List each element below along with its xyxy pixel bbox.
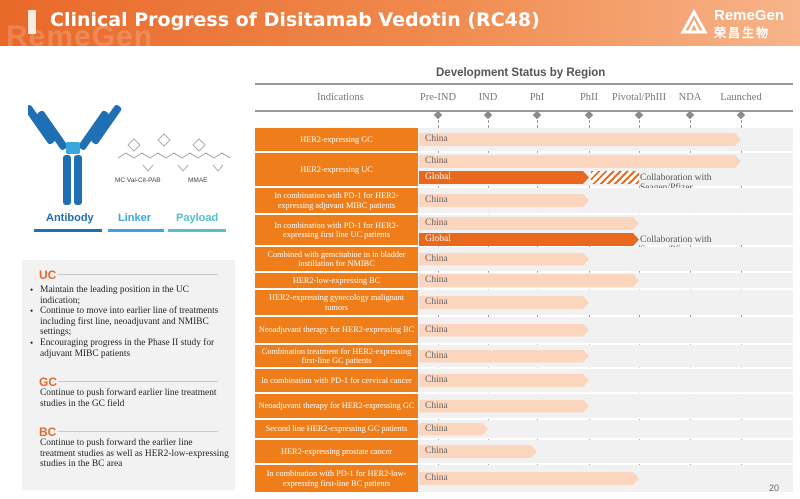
bar-region-label: China — [425, 400, 448, 411]
progress-bar-china: China — [419, 324, 589, 337]
progress-bar-china: China — [419, 472, 639, 485]
indication-cell: Neoadjuvant therapy for HER2-expressing … — [255, 317, 418, 343]
chart-title: Development Status by Region — [436, 67, 606, 79]
remegen-logo-icon — [680, 8, 708, 34]
uc-bullet: Continue to move into earlier line of tr… — [30, 306, 230, 338]
gc-section-title: GC — [39, 375, 57, 389]
progress-bar-china: China — [419, 194, 589, 207]
bar-region-label: China — [425, 253, 448, 264]
progress-bar-china: China — [419, 350, 589, 363]
bar-region-label: Global — [425, 172, 451, 182]
uc-bullet-list: Maintain the leading position in the UC … — [30, 285, 230, 359]
antibody-underline — [34, 229, 102, 232]
stage-tick-marker — [685, 110, 695, 120]
linker-label: Linker — [118, 212, 152, 224]
bar-region-label: China — [425, 218, 448, 228]
chart-header-bottom-rule — [255, 110, 793, 112]
bar-region-label: China — [425, 134, 448, 144]
bar-region-label: China — [425, 423, 448, 434]
indication-cell: HER2-expressing prostate cancer — [255, 440, 418, 463]
progress-bar-china: China — [419, 155, 741, 168]
indication-cell: HER2-expressing UC — [255, 153, 418, 186]
stage-header: NDA — [678, 92, 702, 103]
indication-cell: HER2-low-expressing BC — [255, 273, 418, 288]
bar-region-label: China — [425, 375, 448, 385]
chem-label-mmae: MMAE — [188, 177, 208, 184]
indication-cell: Combined with gemcitabine in in bladder … — [255, 247, 418, 271]
antibody-icon — [28, 105, 122, 205]
bar-region-label: China — [425, 446, 448, 456]
adc-structure-figure: MC Val-Cit-PAB MMAE — [28, 105, 231, 205]
stage-header: PhII — [579, 92, 599, 103]
slide-title: Clinical Progress of Disitamab Vedotin (… — [50, 9, 540, 31]
payload-label: Payload — [176, 212, 219, 224]
progress-bar-china: China — [419, 423, 488, 436]
antibody-label: Antibody — [46, 212, 94, 224]
chart-header-top-rule — [255, 83, 793, 85]
indication-cell: HER2-expressing gynecology malignant tum… — [255, 290, 418, 315]
bc-section-rule — [58, 431, 218, 432]
progress-bar-china: China — [419, 133, 741, 146]
slide-header: RemeGen Clinical Progress of Disitamab V… — [0, 0, 800, 46]
stage-header: Launched — [720, 92, 762, 103]
progress-bar-global: Global — [419, 233, 639, 246]
bc-section-text: Continue to push forward the earlier lin… — [40, 438, 229, 470]
stage-tick-marker — [584, 110, 594, 120]
stage-tick-marker — [736, 110, 746, 120]
bar-region-label: Global — [425, 234, 451, 244]
progress-bar-china: China — [419, 374, 589, 387]
stage-header: Pre-IND — [419, 92, 457, 103]
stage-tick-marker — [532, 110, 542, 120]
progress-bar-china: China — [419, 217, 639, 230]
payload-underline — [168, 229, 226, 232]
progress-bar-china: China — [419, 400, 589, 413]
uc-section-title: UC — [39, 268, 57, 282]
progress-bar-china: China — [419, 253, 589, 266]
bar-region-label: China — [425, 324, 448, 335]
uc-section-rule — [58, 274, 218, 275]
linker-underline — [108, 229, 164, 232]
stage-header: IND — [478, 92, 498, 103]
linker-payload-structure — [117, 133, 231, 172]
bar-region-label: China — [425, 195, 448, 205]
logo-brand-cn-text: 荣昌生物 — [714, 26, 771, 40]
indication-cell: Combination treatment for HER2-expressin… — [255, 345, 418, 367]
bar-region-label: China — [425, 350, 448, 361]
stage-header: Pivotal/PhIII — [611, 92, 667, 103]
bar-region-label: China — [425, 297, 448, 307]
indication-cell: HER2-expressing GC — [255, 128, 418, 151]
bc-section-title: BC — [39, 425, 57, 439]
bar-region-label: China — [425, 156, 448, 166]
uc-bullet: Maintain the leading position in the UC … — [30, 285, 230, 306]
bar-region-label: China — [425, 473, 448, 483]
stage-tick-marker — [483, 110, 493, 120]
stage-tick-marker — [433, 110, 443, 120]
progress-bar-china: China — [419, 296, 589, 309]
indication-cell: In combination with PD-1 for HER2-expres… — [255, 215, 418, 245]
indication-cell: In combination with PD-1 for HER2-low-ex… — [255, 465, 418, 492]
progress-bar-global: Global — [419, 171, 589, 184]
indication-cell: Neoadjuvant therapy for HER2-expressing … — [255, 394, 418, 418]
stage-tick-marker — [634, 110, 644, 120]
indication-cell: In combination with PD-1 for cervical ca… — [255, 369, 418, 392]
indications-column-header: Indications — [317, 92, 364, 103]
planned-progress-hatch — [591, 171, 639, 184]
bar-region-label: China — [425, 275, 448, 285]
stage-header: PhI — [529, 92, 545, 103]
progress-bar-china: China — [419, 274, 639, 287]
gc-section-text: Continue to push forward earlier line tr… — [40, 388, 217, 409]
gc-section-rule — [58, 381, 218, 382]
progress-bar-china: China — [419, 445, 537, 458]
remegen-logo: RemeGen 荣昌生物 — [680, 6, 795, 40]
page-number: 20 — [769, 483, 780, 493]
logo-brand-text: RemeGen — [714, 7, 785, 24]
chem-label-mc-val-cit: MC Val-Cit-PAB — [115, 177, 161, 184]
header-accent-bar — [28, 10, 36, 34]
uc-bullet: Encouraging progress in the Phase II stu… — [30, 338, 230, 359]
indication-cell: Second line HER2-expressing GC patients — [255, 420, 418, 438]
indication-cell: In combination with PD-1 for HER2-expres… — [255, 188, 418, 213]
